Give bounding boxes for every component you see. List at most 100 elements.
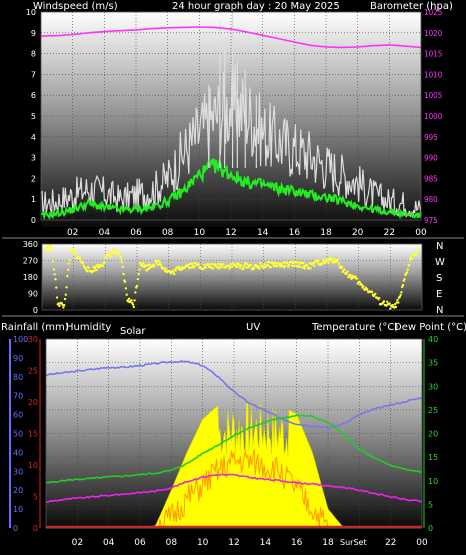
direction-point: [123, 280, 127, 283]
wind-x-tick-label: 22: [384, 228, 395, 238]
direction-point: [62, 306, 65, 309]
direction-point: [330, 257, 333, 260]
direction-point: [101, 264, 105, 267]
temperature-line: [45, 414, 423, 484]
wind-x-tick-label: 12: [225, 228, 236, 238]
rain-tick-label: 10: [28, 461, 38, 470]
windspeed-tick-label: 0: [31, 216, 36, 225]
direction-point: [124, 287, 128, 290]
direction-point: [67, 262, 71, 265]
wind-x-tick-label: 18: [320, 228, 332, 238]
direction-point: [113, 249, 117, 252]
direction-point: [120, 258, 123, 261]
windspeed-gust-line: [40, 63, 422, 218]
direction-point: [162, 267, 166, 270]
barometer-tick-label: 985: [424, 174, 438, 183]
wind-x-tick-label: 10: [194, 228, 206, 238]
direction-point: [256, 264, 260, 268]
direction-point: [275, 265, 279, 268]
direction-point: [97, 266, 101, 269]
direction-point: [136, 278, 139, 281]
direction-point: [217, 262, 220, 266]
direction-tick-label: 0: [33, 306, 38, 315]
direction-point: [66, 275, 69, 278]
direction-point: [203, 263, 206, 267]
windspeed-tick-label: 2: [31, 174, 36, 183]
direction-point: [138, 268, 141, 271]
direction-point: [366, 288, 369, 291]
direction-point: [389, 307, 392, 310]
humidity-line: [45, 360, 423, 429]
direction-tick-label: 90: [28, 290, 38, 299]
wind-x-tick-label: 02: [67, 228, 78, 238]
direction-point: [220, 266, 223, 269]
direction-point: [119, 255, 122, 259]
humidity-tick-label: 70: [13, 392, 23, 401]
direction-point: [104, 257, 107, 260]
sunrise-sunset-label: SurSet: [340, 538, 367, 547]
direction-point: [93, 269, 96, 272]
direction-point: [55, 286, 58, 289]
direction-point: [141, 264, 144, 267]
chart-title: 24 hour graph day : 20 May 2025: [172, 1, 340, 12]
windspeed-tick-label: 9: [31, 29, 36, 38]
temp-tick-label: 25: [428, 406, 438, 415]
direction-point: [336, 258, 340, 261]
direction-point: [137, 272, 140, 276]
direction-point: [386, 300, 389, 303]
direction-point: [241, 267, 245, 271]
direction-point: [405, 271, 409, 274]
direction-point: [348, 273, 352, 277]
barometer-tick-label: 990: [424, 154, 438, 163]
humidity-tick-label: 40: [13, 448, 23, 457]
direction-point: [317, 259, 320, 262]
barometer-tick-label: 1015: [424, 50, 442, 59]
direction-point: [62, 304, 66, 307]
direction-point: [283, 264, 287, 268]
direction-point: [263, 263, 266, 266]
direction-point: [202, 267, 205, 270]
direction-point: [347, 275, 350, 279]
direction-point: [268, 261, 271, 264]
direction-point: [249, 263, 253, 267]
lower-x-tick-label: 12: [228, 538, 239, 548]
direction-point: [218, 267, 221, 270]
humidity-tick-label: 30: [13, 467, 23, 476]
direction-point: [209, 265, 212, 269]
direction-point: [122, 272, 125, 276]
direction-point: [281, 264, 284, 268]
direction-point: [118, 253, 121, 256]
direction-point: [51, 259, 55, 263]
rain-tick-label: 0: [33, 524, 38, 533]
barometer-axis-label: Barometer (hpa): [370, 1, 453, 12]
direction-point: [213, 262, 216, 266]
lower-x-tick-label: 02: [72, 538, 83, 548]
lower-x-tick-label: 22: [385, 538, 396, 548]
direction-point: [74, 252, 78, 255]
direction-point: [52, 268, 56, 271]
direction-point: [327, 261, 330, 264]
humidity-tick-label: 10: [13, 505, 23, 514]
direction-point: [50, 245, 53, 249]
direction-point: [238, 266, 242, 269]
direction-point: [374, 292, 377, 296]
direction-point: [54, 278, 57, 281]
direction-point: [391, 303, 394, 307]
direction-point: [282, 261, 285, 264]
direction-point: [235, 265, 238, 269]
windspeed-tick-label: 7: [31, 70, 36, 79]
direction-point: [309, 267, 312, 270]
windspeed-axis-label: Windspeed (m/s): [33, 1, 118, 12]
direction-point: [240, 264, 243, 267]
temp-tick-label: 40: [428, 335, 438, 344]
direction-point: [385, 304, 388, 307]
direction-point: [82, 264, 86, 267]
direction-point: [145, 269, 148, 272]
lower-x-tick-label: 08: [166, 538, 178, 548]
direction-point: [306, 264, 309, 267]
direction-point: [355, 277, 359, 280]
direction-point: [44, 249, 48, 252]
direction-point: [172, 270, 175, 273]
lower-x-tick-label: 14: [260, 538, 272, 548]
